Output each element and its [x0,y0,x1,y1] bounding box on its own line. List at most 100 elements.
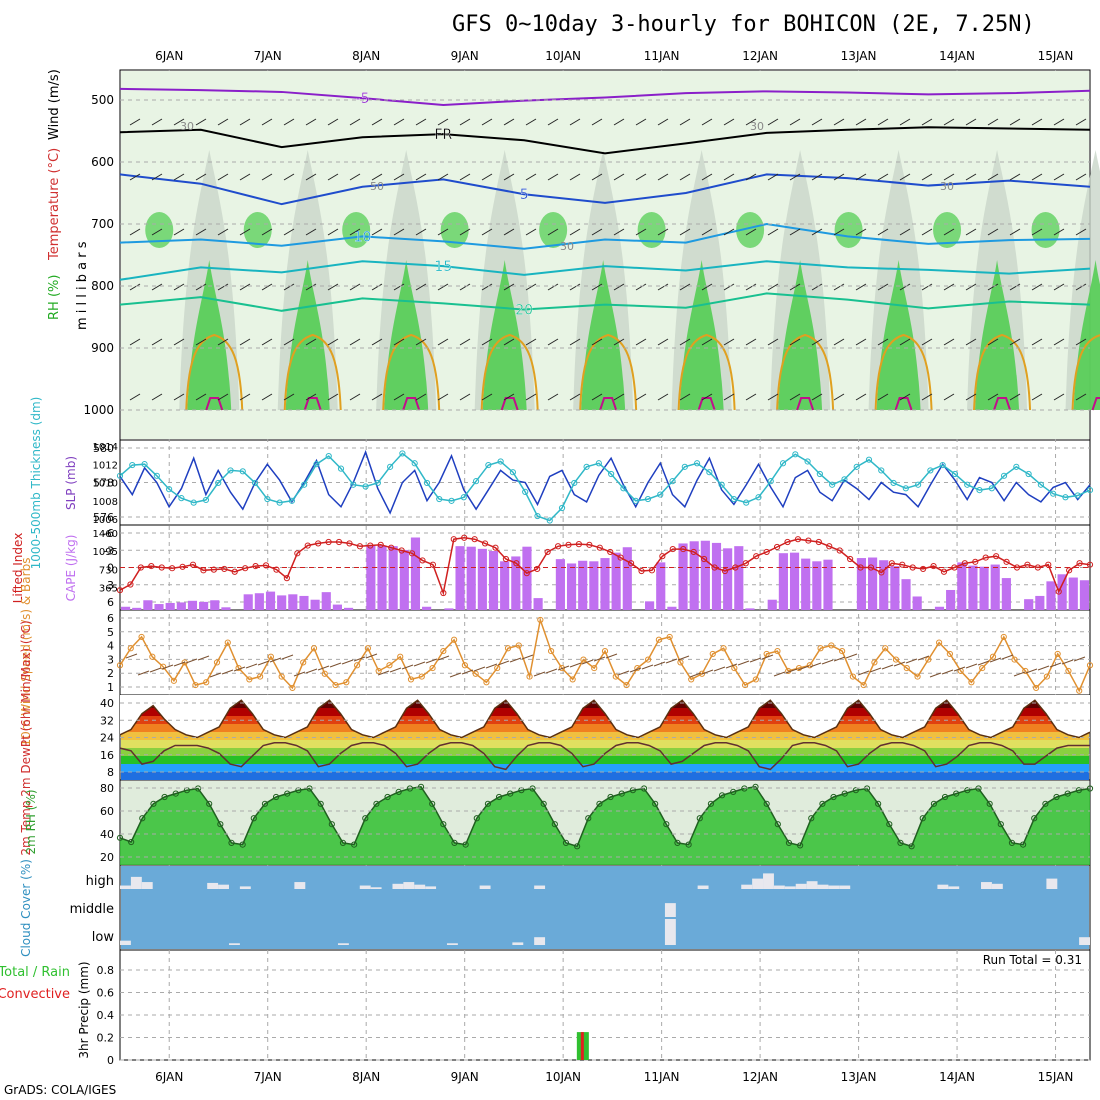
lifted-index-line-point [847,555,854,563]
wind-barb [239,173,251,181]
temp-color-band [121,716,1089,724]
rh-core [581,260,626,410]
wind-barb [569,173,581,181]
cape-bar [689,541,699,610]
wind-barb [833,393,845,401]
wind-speed-line-point [914,673,921,680]
rh-line-point [897,839,904,847]
y-tick: 8 [107,766,114,779]
surface-wind-barb [701,669,714,675]
cape-bar [990,564,1000,610]
hot-cell [1091,397,1100,411]
precip-tick: 0.6 [97,987,115,1000]
wind-barb [943,228,955,236]
wind-speed-line-point [946,650,953,658]
y-tick: 6 [107,596,114,609]
rh-line-point [607,793,614,801]
lifted-index-line-point [169,565,176,572]
dewpoint-line [119,742,1090,771]
slp-line-point [497,458,504,465]
hot-cell [993,397,1012,411]
surface-wind-barb [665,658,678,664]
wind-barb [393,283,405,291]
wind-barb [745,393,757,401]
wind-barb [767,338,779,346]
wind-speed-line-point [645,656,652,663]
rh-line-point [730,788,737,796]
wind-barb [1075,118,1087,126]
cloud-bar [741,884,753,889]
wind-barb [701,118,713,126]
rh-line-point [763,800,770,807]
cape-bar [868,557,878,610]
surface-wind-barb [341,659,354,665]
rh-line-point [875,800,882,807]
day-label-top: 9JAN [451,49,479,63]
warm-cell [874,333,933,411]
rh-line-point [406,785,413,792]
lifted-index-line-point [1076,560,1083,567]
pressure-tick: 900 [91,341,114,355]
wind-barb [745,283,757,291]
wind-barb [811,338,823,346]
wind-barb [635,173,647,181]
rh-core [876,260,921,410]
surface-wind-barb [725,663,738,669]
wind-barb [525,283,537,291]
wind-speed-line-point [483,679,490,686]
wind-barb [855,393,867,401]
wind-speed-line-point [968,679,975,686]
cape-bar [1046,581,1056,610]
rh-line-point [128,838,135,846]
wind-speed-line-point [526,673,533,680]
wind-barb [371,283,383,291]
rh-line-point [652,800,659,807]
slp-tick: 1012 [93,460,118,471]
cape-bar [488,551,499,610]
cape-bar [890,566,900,610]
axis-label: 3hr Precip (mm) [77,961,91,1058]
cape-bar [254,593,264,610]
slp-line-point [509,469,517,476]
wind-barb [921,228,933,236]
rh-line-point [886,821,893,828]
wind-barb [239,338,251,346]
lifted-index-line-point [826,543,833,550]
wind-barb [987,228,999,236]
lifted-index-line-point [1003,558,1010,565]
cloud-bar [1079,937,1090,945]
surface-wind-barb [533,671,546,677]
cape-bar [789,552,800,610]
rh-line-point [718,792,726,799]
surface-wind-barb [257,660,270,666]
y-axis-label: 2m RH (%) [24,789,38,854]
wind-barb [943,118,955,126]
wind-barb [877,118,889,126]
wind-barb [151,118,163,126]
wind-barb [855,228,867,236]
wind-speed-line-point [569,676,576,683]
slp-line-point [743,499,750,506]
wind-speed-line-point [601,647,609,655]
lifted-index-line-point [231,568,238,575]
slp-tick: 1010 [93,479,118,490]
y-tick: 578 [93,477,114,490]
wind-barb [701,338,713,346]
rh-blob [243,212,272,248]
contour-label: 10 [354,229,372,245]
hot-cell [697,397,716,411]
cape-bar [500,561,510,610]
wind-barb [1075,228,1087,236]
wind-barb [833,173,845,181]
surface-wind-barb [389,667,402,673]
rh-line-point [696,815,703,822]
wind-barb [701,228,713,236]
lifted-index-line-point [721,567,729,575]
lifted-index-line-point [638,567,645,575]
rh-line-point [272,793,280,801]
cape-bar [388,546,398,610]
y-tick: 4 [107,640,114,653]
lifted-index-line-point [221,565,228,573]
wind-speed-line-point [709,650,716,658]
slp-line-point [878,467,885,474]
